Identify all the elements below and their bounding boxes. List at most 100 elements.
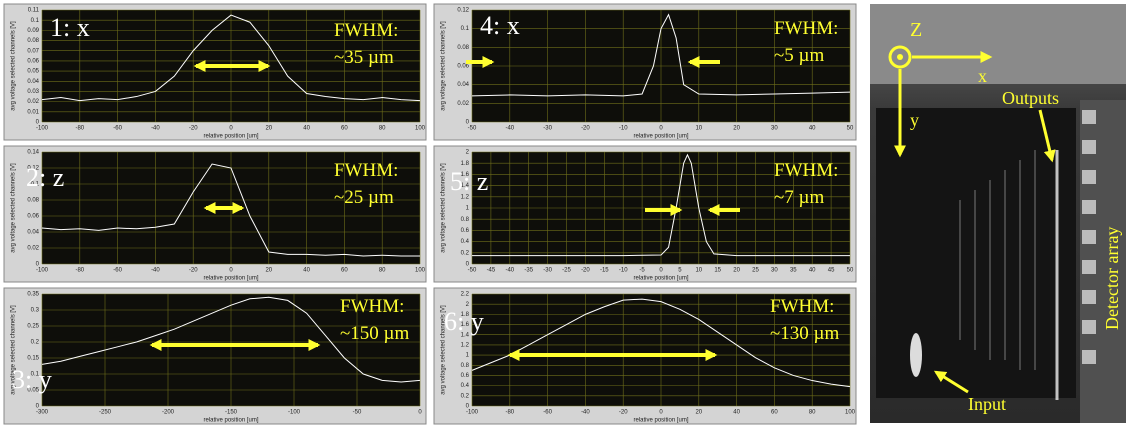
y-tick-label: 0.02 <box>27 246 39 252</box>
x-tick-label: 20 <box>265 126 272 132</box>
y-tick-label: 0.1 <box>31 18 40 24</box>
x-axis-label: relative position [um] <box>633 276 688 282</box>
x-tick-label: 50 <box>847 268 854 274</box>
y-tick-label: 0.8 <box>461 217 470 223</box>
x-tick-label: 45 <box>828 268 835 274</box>
x-tick-label: -20 <box>189 126 198 132</box>
x-tick-label: -250 <box>99 410 112 416</box>
x-tick-label: 80 <box>379 268 386 274</box>
x-tick-label: 40 <box>809 126 816 132</box>
y-tick-label: 1.6 <box>461 172 470 178</box>
y-tick-label: 0.01 <box>27 109 39 115</box>
data-line <box>41 14 421 102</box>
x-tick-label: 0 <box>659 126 663 132</box>
y-axis-label: avg voltage selected channels [V] <box>11 305 17 395</box>
input-arrow <box>933 370 969 394</box>
x-tick-label: -50 <box>468 268 477 274</box>
y-tick-label: 0.25 <box>27 324 39 330</box>
input-spot <box>910 333 922 377</box>
y-axis-label: avg voltage selected channels [V] <box>441 21 447 111</box>
y-tick-label: 0 <box>36 262 40 268</box>
chart-title: 6: y <box>444 307 484 336</box>
x-tick-label: 25 <box>752 268 759 274</box>
y-axis-label: avg voltage selected channels [V] <box>441 305 447 395</box>
data-line <box>41 296 421 383</box>
y-tick-label: 0.2 <box>461 250 470 256</box>
y-tick-label: 0.05 <box>27 388 39 394</box>
x-tick-label: 20 <box>695 410 702 416</box>
data-line <box>41 163 420 257</box>
y-tick-label: 0.35 <box>27 292 39 298</box>
x-tick-label: -20 <box>189 268 198 274</box>
x-tick-label: -30 <box>543 126 552 132</box>
x-tick-label: -10 <box>619 268 628 274</box>
y-tick-label: 1.4 <box>461 332 470 338</box>
photo-label: y <box>910 110 919 130</box>
x-tick-label: 20 <box>733 126 740 132</box>
y-tick-label: 0.02 <box>457 101 469 107</box>
chart-title: 1: x <box>50 13 90 42</box>
annotation: FWHM: <box>340 296 404 317</box>
y-tick-label: 0 <box>466 262 470 268</box>
y-tick-label: 0.11 <box>28 8 40 14</box>
photo-label: x <box>978 66 987 86</box>
x-tick-label: -40 <box>505 126 514 132</box>
x-tick-label: 20 <box>733 268 740 274</box>
x-tick-label: 30 <box>771 126 778 132</box>
y-tick-label: 0.09 <box>27 28 39 34</box>
annotation: ~35 µm <box>334 47 394 68</box>
y-tick-label: 2 <box>466 150 470 156</box>
x-tick-label: 15 <box>714 268 721 274</box>
data-line <box>472 153 850 257</box>
x-tick-label: 0 <box>659 410 663 416</box>
y-tick-label: 0.4 <box>461 383 470 389</box>
y-tick-label: 0.8 <box>461 363 470 369</box>
y-tick-label: 1 <box>466 353 470 359</box>
x-tick-label: -50 <box>353 410 362 416</box>
x-tick-label: 35 <box>790 268 797 274</box>
y-tick-label: 0.3 <box>31 308 40 314</box>
x-tick-label: -80 <box>505 410 514 416</box>
x-tick-label: -200 <box>162 410 175 416</box>
y-tick-label: 0.06 <box>457 64 469 70</box>
x-tick-label: 20 <box>265 268 272 274</box>
x-tick-label: 100 <box>415 268 426 274</box>
y-tick-label: 0.1 <box>31 372 40 378</box>
y-tick-label: 0.6 <box>461 228 470 234</box>
x-tick-label: -80 <box>75 268 84 274</box>
waveguides <box>959 150 1036 370</box>
y-tick-label: 1.2 <box>461 194 470 200</box>
x-tick-label: -40 <box>581 410 590 416</box>
x-tick-label: 60 <box>771 410 778 416</box>
annotation: ~25 µm <box>334 187 394 208</box>
x-tick-label: 5 <box>678 268 682 274</box>
x-tick-label: -300 <box>36 410 49 416</box>
y-tick-label: 0.06 <box>27 58 39 64</box>
x-tick-label: 40 <box>303 126 310 132</box>
y-tick-label: 0.15 <box>27 356 39 362</box>
x-tick-label: -60 <box>113 126 122 132</box>
y-tick-label: 0.12 <box>27 166 39 172</box>
chart-title: 2: z <box>26 163 64 192</box>
x-tick-label: -10 <box>619 126 628 132</box>
annotation: ~5 µm <box>774 45 824 66</box>
chart-panel: -100 -80 -60 -40 -20 0 20 40 60 80 100 0 0.02 0.04 0.0… <box>3 145 427 283</box>
x-tick-label: -150 <box>225 410 238 416</box>
y-tick-label: 0.02 <box>27 99 39 105</box>
annotation: FWHM: <box>774 18 838 39</box>
y-tick-label: 0.14 <box>27 150 39 156</box>
photo-top <box>870 4 1126 84</box>
x-tick-label: 10 <box>695 268 702 274</box>
x-tick-label: 0 <box>229 126 233 132</box>
y-tick-label: 0 <box>466 404 470 410</box>
chart-title: 3: y <box>12 365 52 394</box>
annotation: ~7 µm <box>774 187 824 208</box>
y-tick-label: 0.12 <box>457 8 469 14</box>
y-tick-label: 1.6 <box>461 322 470 328</box>
x-tick-label: 100 <box>415 126 426 132</box>
y-tick-label: 1.8 <box>461 161 470 167</box>
x-tick-label: -100 <box>36 268 49 274</box>
y-axis-label: avg voltage selected channels [V] <box>11 163 17 253</box>
x-tick-label: -80 <box>75 126 84 132</box>
y-tick-label: 0 <box>466 120 470 126</box>
